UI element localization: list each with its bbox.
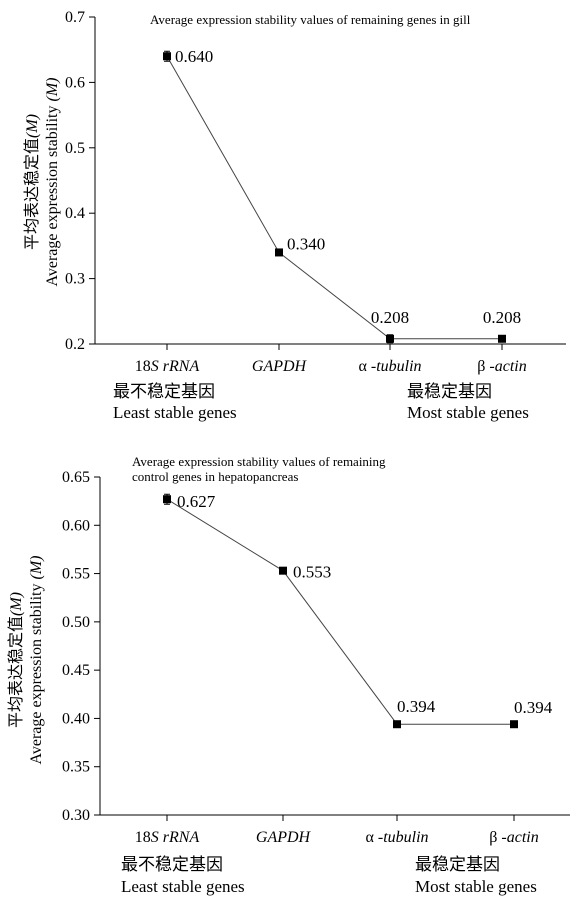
chart1-data-point [498, 334, 506, 343]
chart2-ytick-label: 0.30 [62, 807, 90, 824]
chart2-most-stable-en: Most stable genes [415, 877, 537, 896]
chart1-data-point [275, 248, 283, 257]
chart1-least-stable-cn: 最不稳定基因 [113, 382, 215, 401]
chart1-data-point [386, 334, 394, 343]
chart1-series-line [166, 55, 502, 340]
chart2-ytick-label: 0.50 [62, 614, 90, 631]
chart2-data-label: 0.553 [293, 563, 331, 582]
chart1-ylabel-en: Average expression stability [44, 106, 61, 287]
chart2-ytick-label: 0.35 [62, 759, 90, 776]
chart2-title-line1: Average expression stability values of r… [132, 454, 386, 469]
chart-gill: Average expression stability values of r… [23, 9, 566, 422]
chart1-ytick-label: 0.4 [65, 205, 85, 222]
chart1-data-label: 0.340 [287, 234, 325, 253]
chart1-y-axis-label: 平均表达稳定值(M) Average expression stability … [23, 78, 61, 287]
chart2-y-axis-label: 平均表达稳定值(M) Average expression stability … [7, 556, 45, 765]
chart2-title-line2: control genes in hepatopancreas [132, 469, 298, 484]
svg-text:Average expression stability (: Average expression stability (M) [28, 556, 45, 765]
chart2-data-label: 0.627 [177, 492, 216, 511]
chart2-ytick-label: 0.55 [62, 566, 90, 583]
chart2-ytick-label: 0.65 [62, 469, 90, 486]
chart1-ylabel-cn: 平均表达稳定值 [23, 138, 41, 250]
chart1-ytick-label: 0.7 [65, 9, 85, 26]
chart2-xtick-label: α -tubulin [365, 829, 428, 846]
chart1-ytick-label: 0.2 [65, 336, 85, 353]
chart2-data-point [510, 720, 518, 729]
chart1-data-label: 0.640 [175, 47, 213, 66]
chart1-most-stable-en: Most stable genes [407, 403, 529, 422]
chart2-data-label: 0.394 [514, 698, 553, 717]
chart1-ytick-label: 0.3 [65, 271, 85, 288]
chart1-most-stable-cn: 最稳定基因 [407, 382, 492, 401]
chart1-ylabel-en-suffix: (M) [44, 78, 61, 102]
chart1-xtick-label: GAPDH [252, 358, 308, 375]
chart2-ytick-label: 0.40 [62, 710, 90, 727]
chart2-ylabel-en-suffix: (M) [28, 556, 45, 580]
chart1-data-point [163, 52, 171, 61]
chart2-data-point [279, 566, 287, 575]
chart1-xtick-label: 18S rRNA [135, 358, 200, 375]
chart1-data-label: 0.208 [371, 308, 409, 327]
chart1-xtick-label: β -actin [477, 358, 526, 375]
chart2-ylabel-en: Average expression stability [28, 584, 45, 765]
chart2-xtick-label: β -actin [489, 829, 538, 846]
chart2-data-point [393, 720, 401, 729]
chart2-least-stable-en: Least stable genes [121, 877, 245, 896]
chart2-xtick-label: 18S rRNA [135, 829, 200, 846]
chart1-ytick-label: 0.5 [65, 140, 85, 157]
chart2-data-point [163, 495, 171, 504]
chart2-least-stable-cn: 最不稳定基因 [121, 855, 223, 874]
chart1-least-stable-en: Least stable genes [113, 403, 237, 422]
chart1-ytick-label: 0.6 [65, 74, 85, 91]
chart2-xtick-label: GAPDH [256, 829, 312, 846]
chart2-ylabel-cn-suffix: (M) [8, 592, 25, 616]
chart2-data-label: 0.394 [397, 697, 436, 716]
chart2-ylabel-cn: 平均表达稳定值 [7, 616, 25, 728]
svg-text:平均表达稳定值(M): 平均表达稳定值(M) [23, 114, 41, 250]
svg-text:Average expression stability (: Average expression stability (M) [44, 78, 61, 287]
svg-text:平均表达稳定值(M): 平均表达稳定值(M) [7, 592, 25, 728]
chart2-most-stable-cn: 最稳定基因 [415, 855, 500, 874]
chart2-series-line [166, 498, 514, 725]
chart-hepatopancreas: Average expression stability values of r… [7, 454, 570, 896]
chart1-data-label: 0.208 [483, 308, 521, 327]
chart1-ylabel-cn-suffix: (M) [24, 114, 41, 138]
chart1-title: Average expression stability values of r… [150, 12, 471, 27]
chart2-ytick-label: 0.60 [62, 517, 90, 534]
chart2-ytick-label: 0.45 [62, 662, 90, 679]
chart1-xtick-label: α -tubulin [358, 358, 421, 375]
